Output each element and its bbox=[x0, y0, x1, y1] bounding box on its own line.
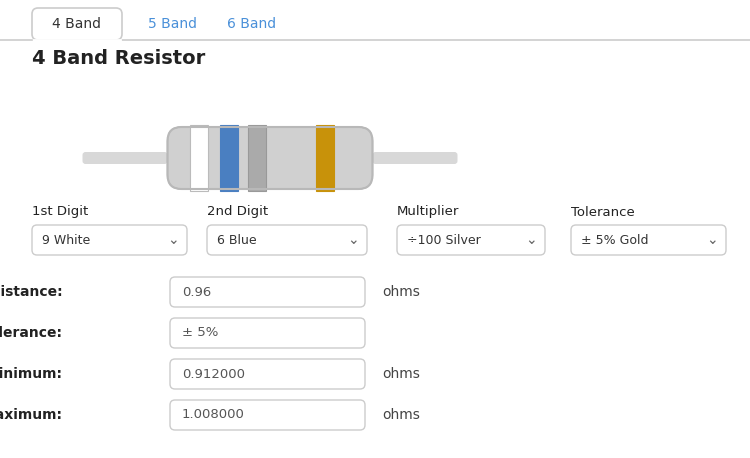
Text: 6 Blue: 6 Blue bbox=[217, 234, 256, 246]
FancyBboxPatch shape bbox=[571, 225, 726, 255]
FancyBboxPatch shape bbox=[170, 277, 365, 307]
Bar bbox=[316, 125, 334, 191]
FancyBboxPatch shape bbox=[82, 152, 167, 164]
Text: 4 Band: 4 Band bbox=[53, 17, 101, 31]
Text: ⌄: ⌄ bbox=[706, 233, 718, 247]
FancyBboxPatch shape bbox=[32, 8, 122, 40]
Text: 1.008000: 1.008000 bbox=[182, 409, 244, 421]
Text: 0.912000: 0.912000 bbox=[182, 367, 245, 381]
FancyBboxPatch shape bbox=[170, 400, 365, 430]
Text: ± 5% Gold: ± 5% Gold bbox=[581, 234, 649, 246]
Text: ⌄: ⌄ bbox=[167, 233, 178, 247]
FancyBboxPatch shape bbox=[397, 225, 545, 255]
Text: ⌄: ⌄ bbox=[525, 233, 537, 247]
Text: ohms: ohms bbox=[382, 367, 420, 381]
FancyBboxPatch shape bbox=[170, 359, 365, 389]
Bar bbox=[190, 125, 208, 191]
FancyBboxPatch shape bbox=[170, 318, 365, 348]
Text: Minimum:: Minimum: bbox=[0, 367, 63, 381]
Text: Resistance:: Resistance: bbox=[0, 285, 63, 299]
FancyBboxPatch shape bbox=[207, 225, 367, 255]
Bar bbox=[248, 125, 266, 191]
Text: Tolerance: Tolerance bbox=[571, 206, 634, 218]
FancyBboxPatch shape bbox=[167, 127, 373, 189]
Text: ± 5%: ± 5% bbox=[182, 327, 218, 339]
Text: 9 White: 9 White bbox=[42, 234, 90, 246]
Text: 5 Band: 5 Band bbox=[148, 17, 196, 31]
Text: ⌄: ⌄ bbox=[347, 233, 358, 247]
FancyBboxPatch shape bbox=[32, 225, 187, 255]
Text: ohms: ohms bbox=[382, 408, 420, 422]
Bar bbox=[220, 125, 238, 191]
Text: 2nd Digit: 2nd Digit bbox=[207, 206, 268, 218]
Text: 4 Band Resistor: 4 Band Resistor bbox=[32, 49, 206, 67]
Text: Multiplier: Multiplier bbox=[397, 206, 459, 218]
Text: ohms: ohms bbox=[382, 285, 420, 299]
Text: 1st Digit: 1st Digit bbox=[32, 206, 88, 218]
Text: Tolerance:: Tolerance: bbox=[0, 326, 63, 340]
Text: Maximum:: Maximum: bbox=[0, 408, 63, 422]
Text: ÷100 Silver: ÷100 Silver bbox=[407, 234, 481, 246]
Text: 6 Band: 6 Band bbox=[227, 17, 277, 31]
Text: 0.96: 0.96 bbox=[182, 285, 212, 299]
FancyBboxPatch shape bbox=[373, 152, 458, 164]
